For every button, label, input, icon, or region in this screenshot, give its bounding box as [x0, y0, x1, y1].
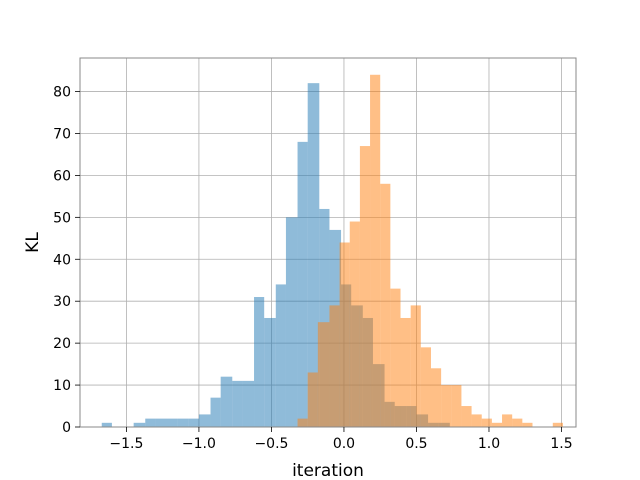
x-tick-label: 1.5	[550, 436, 572, 452]
histogram-bar-series-2	[430, 368, 442, 427]
histogram-bar-series-2	[359, 146, 371, 427]
histogram-bar-series-2	[441, 385, 452, 427]
histogram-bar-series-2	[297, 418, 308, 427]
histogram-bar-series-2	[481, 418, 492, 427]
y-tick-label: 20	[53, 336, 71, 352]
histogram-bar-series-1	[210, 397, 221, 427]
x-tick-label: 1.0	[478, 436, 500, 452]
x-tick-label: −1.5	[109, 436, 143, 452]
x-tick-label: 0.0	[333, 436, 355, 452]
histogram-bar-series-2	[317, 322, 330, 427]
histogram-bar-series-2	[329, 305, 340, 427]
histogram-bar-series-1	[188, 418, 199, 427]
y-tick-label: 10	[53, 378, 71, 394]
y-tick-label: 30	[53, 294, 71, 310]
histogram-bar-series-1	[275, 284, 286, 427]
histogram-bar-series-1	[133, 422, 146, 427]
y-axis-ticks: 0 10 20 30 40 50 60 70 80	[53, 85, 80, 436]
x-tick-label: 0.5	[405, 436, 427, 452]
histogram-bars	[101, 74, 563, 427]
histogram-bar-series-2	[349, 221, 360, 427]
histogram-bar-series-1	[297, 141, 308, 427]
x-tick-label: −1.0	[182, 436, 216, 452]
histogram-bar-series-2	[400, 317, 411, 427]
x-tick-label: −0.5	[254, 436, 288, 452]
histogram-bar-series-2	[339, 242, 350, 427]
y-tick-label: 0	[62, 420, 71, 436]
histogram-bar-series-2	[522, 422, 533, 427]
histogram-bar-series-1	[254, 297, 265, 427]
histogram-bar-series-2	[420, 347, 431, 427]
histogram-bar-series-1	[101, 422, 112, 427]
histogram-bar-series-2	[471, 414, 482, 427]
histogram-bar-series-2	[410, 305, 421, 427]
histogram-bar-series-1	[264, 317, 276, 427]
y-tick-label: 60	[53, 168, 71, 184]
histogram-bar-series-1	[145, 418, 156, 427]
x-axis-ticks: −1.5 −1.0 −0.5 0.0 0.5 1.0 1.5	[109, 427, 573, 452]
histogram-bar-series-1	[155, 418, 168, 427]
histogram-bar-series-2	[512, 418, 523, 427]
plot-frame	[79, 57, 577, 428]
histogram-bar-series-1	[285, 217, 298, 427]
y-tick-label: 40	[53, 252, 71, 268]
histogram-bar-series-2	[307, 372, 318, 427]
histogram-bar-series-1	[307, 83, 320, 427]
histogram-bar-series-2	[491, 422, 503, 427]
y-axis-label: KL	[23, 232, 43, 253]
histogram-bar-series-1	[220, 376, 233, 427]
histogram-bar-series-2	[552, 422, 563, 427]
x-axis-label: iteration	[292, 461, 364, 480]
histogram-bar-series-2	[461, 406, 472, 427]
histogram-bar-series-1	[177, 418, 189, 427]
histogram-bar-series-1	[242, 380, 255, 427]
y-tick-label: 80	[53, 85, 71, 101]
histogram-bar-series-1	[319, 208, 330, 427]
histogram-bar-series-2	[451, 385, 462, 427]
histogram-bar-series-2	[380, 183, 391, 427]
y-tick-label: 50	[53, 210, 71, 226]
histogram-bar-series-2	[390, 288, 401, 427]
histogram-bar-series-1	[198, 414, 211, 427]
histogram-bar-series-1	[232, 380, 243, 427]
y-tick-label: 70	[53, 126, 71, 142]
histogram-bar-series-1	[167, 418, 178, 427]
histogram-bar-series-2	[370, 74, 381, 427]
histogram-bar-series-2	[502, 414, 513, 427]
